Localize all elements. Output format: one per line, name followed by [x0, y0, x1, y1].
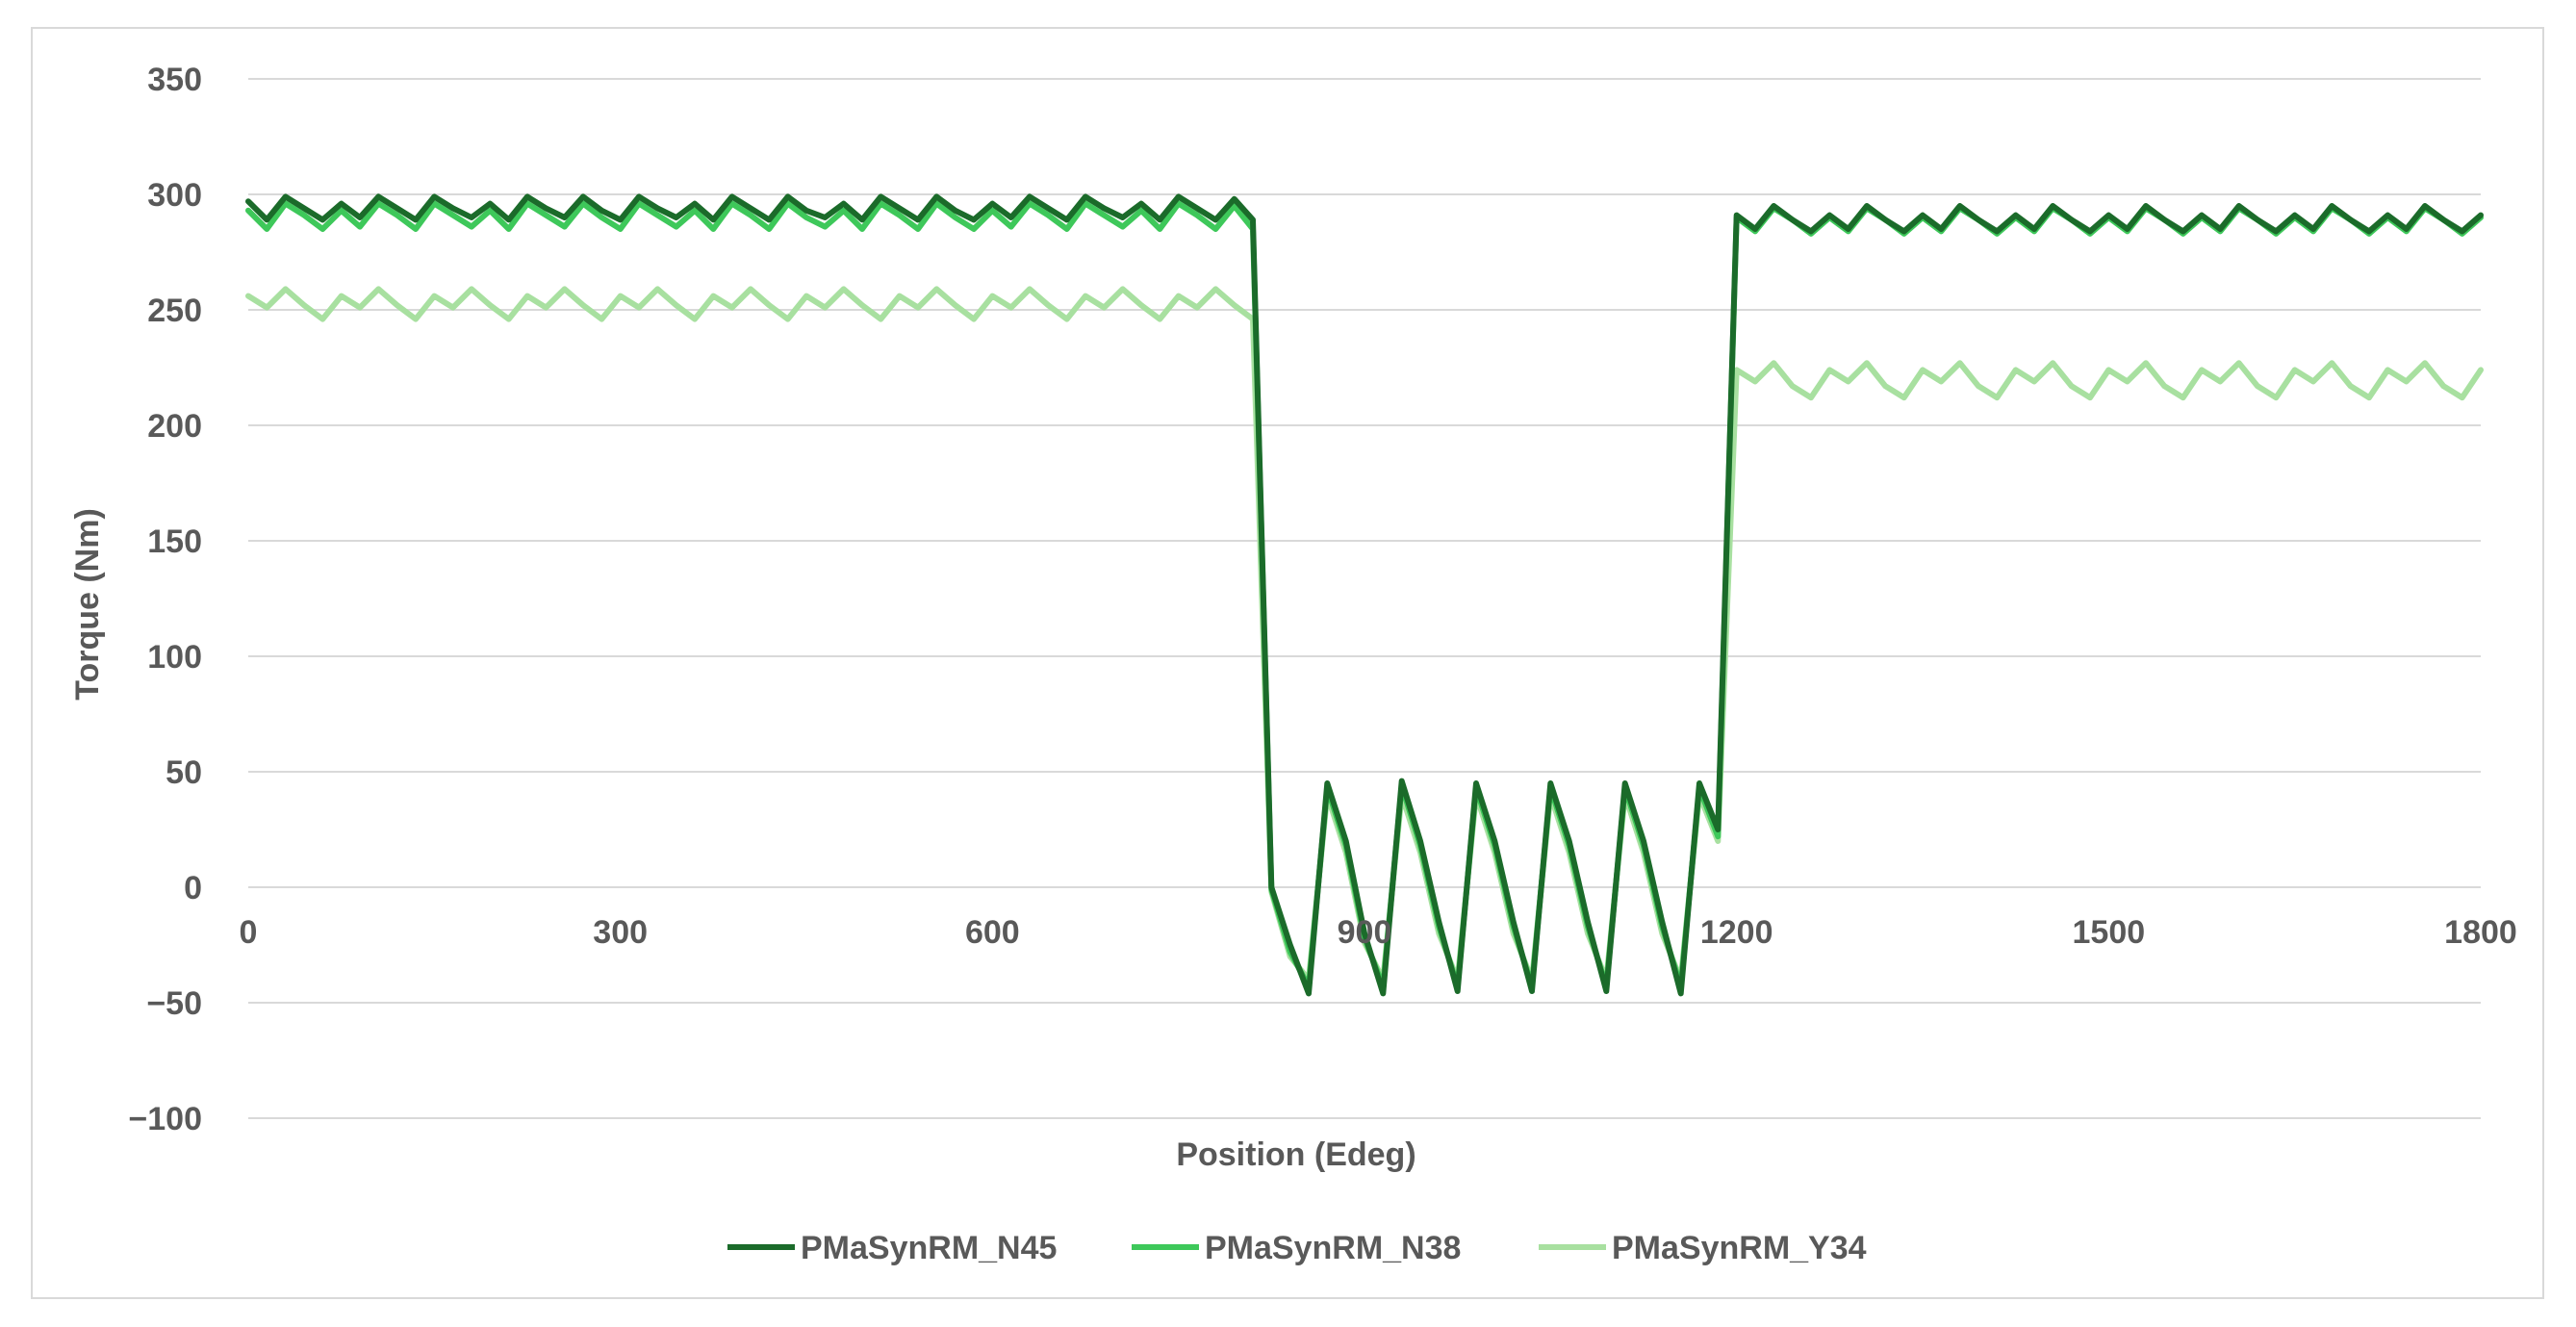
y-tick-label: 0	[184, 870, 202, 906]
y-tick-label: 200	[147, 408, 202, 445]
legend: PMaSynRM_N45 PMaSynRM_N38 PMaSynRM_Y34	[727, 1230, 1867, 1266]
series-line-pmasynrm-n45	[245, 193, 2484, 997]
y-tick-label: 100	[147, 639, 202, 676]
x-tick-label: 300	[593, 914, 648, 951]
x-tick-label: 0	[240, 914, 258, 951]
legend-label: PMaSynRM_N45	[801, 1230, 1057, 1266]
x-tick-label: 1800	[2444, 914, 2517, 951]
y-tick-labels: −100 −50 0 50 100 150 200 250 300 350	[128, 62, 202, 1137]
chart-area: −100 −50 0 50 100 150 200 250 300 350 0 300 600 900 1…	[31, 27, 2544, 1299]
series-line-pmasynrm-n38	[245, 200, 2484, 990]
y-tick-label: −50	[146, 985, 202, 1022]
y-tick-label: −100	[128, 1101, 202, 1137]
x-tick-label: 900	[1338, 914, 1392, 951]
x-tick-label: 600	[965, 914, 1020, 951]
x-tick-label: 1200	[1700, 914, 1773, 951]
y-tick-label: 300	[147, 177, 202, 214]
series-line-pmasynrm-y34	[245, 286, 2484, 982]
y-tick-label: 150	[147, 523, 202, 560]
y-tick-label: 350	[147, 62, 202, 98]
y-axis-title: Torque (Nm)	[69, 508, 106, 701]
legend-label: PMaSynRM_Y34	[1612, 1230, 1867, 1266]
series-lines	[245, 193, 2484, 997]
legend-label: PMaSynRM_N38	[1205, 1230, 1461, 1266]
gridlines	[248, 78, 2481, 1119]
x-tick-label: 1500	[2073, 914, 2146, 951]
x-axis-title: Position (Edeg)	[1176, 1136, 1416, 1173]
line-chart: −100 −50 0 50 100 150 200 250 300 350 0 300 600 900 1…	[69, 62, 2517, 1266]
y-tick-label: 250	[147, 293, 202, 329]
y-tick-label: 50	[166, 754, 202, 791]
x-tick-labels: 0 300 600 900 1200 1500 1800	[240, 914, 2517, 951]
